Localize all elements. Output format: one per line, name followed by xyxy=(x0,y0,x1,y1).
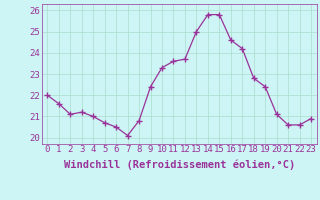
X-axis label: Windchill (Refroidissement éolien,°C): Windchill (Refroidissement éolien,°C) xyxy=(64,160,295,170)
